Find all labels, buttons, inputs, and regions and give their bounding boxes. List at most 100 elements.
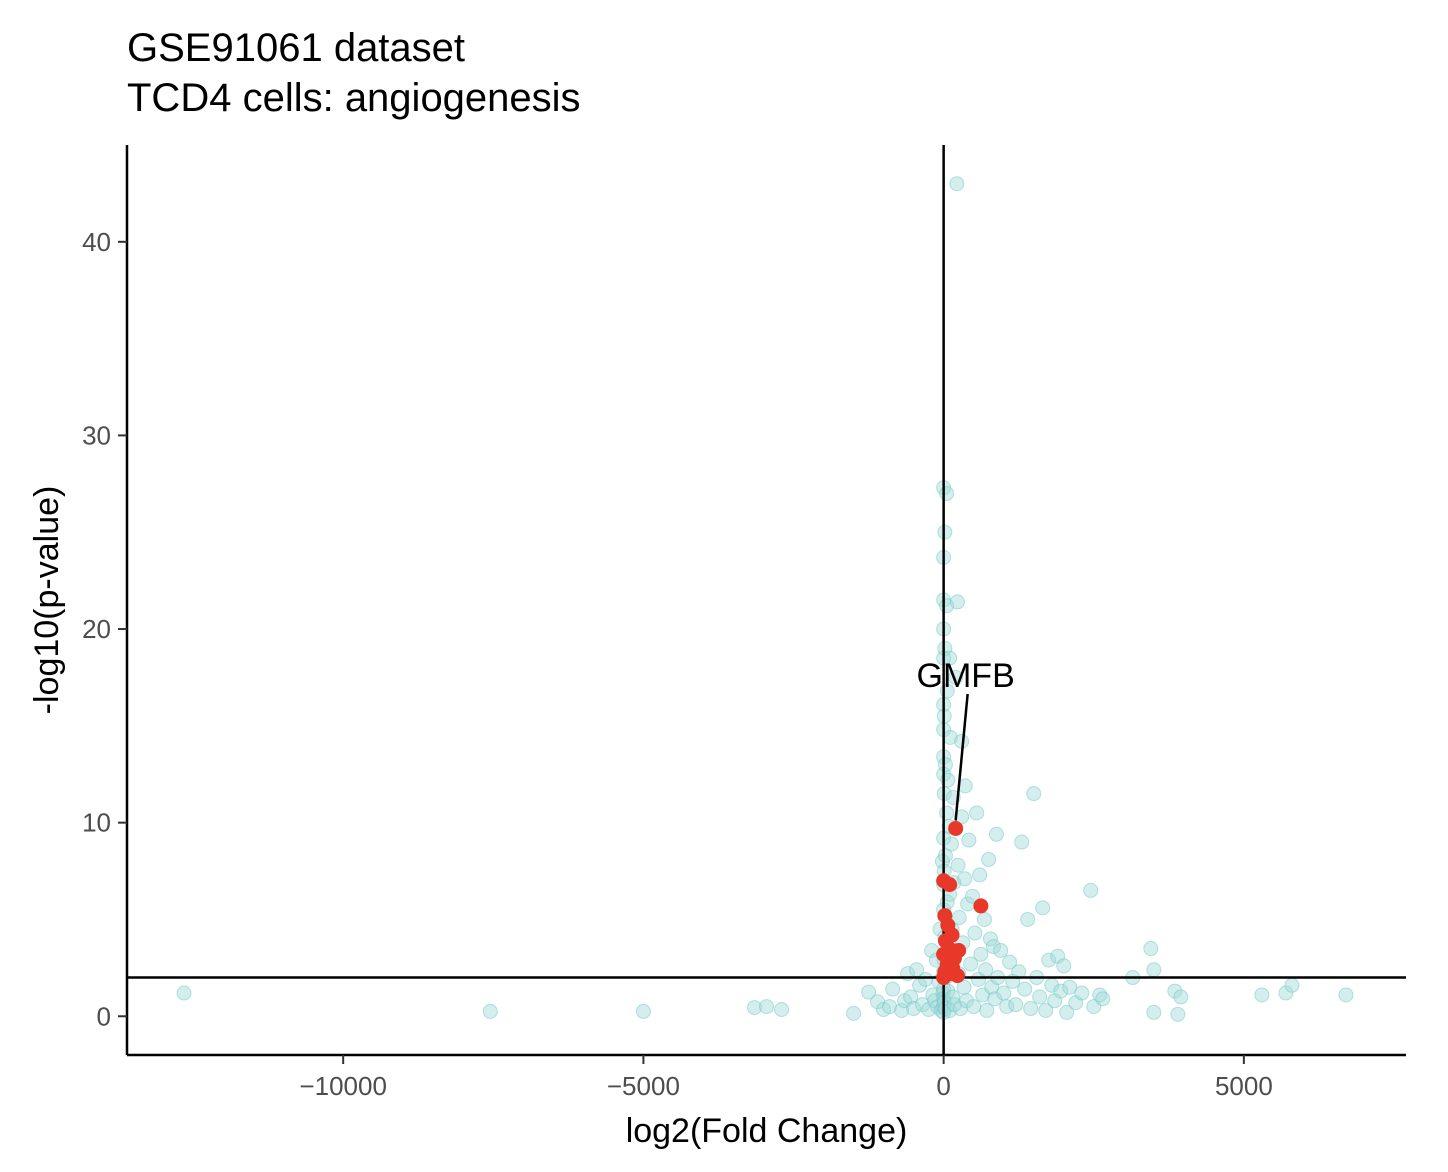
data-point: [885, 981, 901, 997]
data-point: [635, 1003, 651, 1019]
data-point: [1062, 979, 1078, 995]
highlight-point: [948, 820, 964, 836]
data-point: [921, 1002, 937, 1017]
data-point: [915, 997, 931, 1013]
data-point: [861, 984, 877, 1000]
data-point: [1170, 1006, 1186, 1022]
data-point: [954, 809, 970, 825]
data-point: [1143, 941, 1159, 957]
data-point: [1053, 983, 1069, 999]
y-tick-label: 30: [82, 420, 111, 450]
x-tick-label: 0: [936, 1071, 950, 1101]
data-point: [1020, 911, 1036, 927]
data-point: [176, 985, 192, 1001]
data-point: [972, 867, 988, 883]
data-point: [1059, 1004, 1075, 1020]
data-point: [1254, 987, 1270, 1003]
data-point: [846, 1005, 862, 1021]
data-point: [1023, 1001, 1039, 1017]
data-point: [949, 176, 965, 192]
annotation-group: GMFB: [917, 657, 1015, 821]
data-point: [1017, 981, 1033, 997]
data-point: [1173, 989, 1189, 1005]
data-point: [1038, 1002, 1054, 1018]
data-point: [964, 888, 980, 904]
data-point: [937, 848, 953, 864]
y-tick-label: 20: [82, 614, 111, 644]
data-point: [1284, 977, 1300, 993]
data-point: [1035, 900, 1051, 916]
data-point: [948, 669, 964, 685]
data-point: [982, 931, 998, 947]
data-point: [979, 1002, 995, 1018]
data-point: [759, 999, 774, 1015]
data-point: [1278, 985, 1294, 1001]
data-point: [1041, 952, 1057, 968]
data-point: [1146, 1004, 1162, 1020]
data-point: [987, 991, 1003, 1007]
highlight-point: [936, 970, 952, 986]
data-point: [943, 836, 959, 852]
data-point: [951, 910, 967, 926]
data-point: [1008, 997, 1024, 1013]
highlight-point: [942, 877, 958, 893]
data-point: [952, 1001, 968, 1017]
data-point: [969, 805, 985, 821]
chart-subtitle: TCD4 cells: angiogenesis: [127, 76, 581, 120]
data-point: [963, 956, 979, 972]
x-tick-label: −10000: [299, 1071, 386, 1101]
data-point: [939, 805, 955, 821]
data-point: [939, 486, 955, 502]
data-point: [918, 971, 934, 987]
highlight-points-group: [936, 820, 989, 986]
x-axis-label: log2(Fold Change): [626, 1112, 908, 1150]
data-point: [906, 1001, 922, 1017]
data-point: [1167, 983, 1183, 999]
data-point: [976, 911, 992, 927]
data-point: [973, 946, 989, 962]
chart-title: GSE91061 dataset: [127, 26, 466, 70]
background-points-group: [176, 176, 1354, 1022]
data-point: [966, 999, 982, 1015]
data-point: [961, 832, 977, 848]
data-point: [1026, 786, 1042, 802]
data-point: [746, 1000, 762, 1016]
annotation-label: GMFB: [917, 657, 1015, 695]
data-point: [882, 999, 898, 1015]
highlight-point: [949, 968, 965, 984]
data-point: [981, 851, 997, 867]
data-point: [1095, 991, 1111, 1007]
annotation-leader-line: [954, 693, 969, 821]
axes-group: −10000 −5000 0 5000 0 10 20 30 40 log2(Fold Chang…: [28, 145, 1406, 1150]
data-point: [1002, 954, 1018, 970]
data-point: [967, 925, 983, 941]
y-tick-label: 0: [97, 1001, 111, 1031]
y-tick-label: 10: [82, 808, 111, 838]
data-point: [1074, 985, 1090, 1001]
data-point: [985, 939, 1001, 955]
data-point: [937, 757, 953, 773]
data-point: [993, 942, 1009, 958]
data-point: [1083, 882, 1099, 898]
data-point: [996, 985, 1012, 1001]
data-point: [1338, 987, 1354, 1003]
x-tick-label: −5000: [607, 1071, 680, 1101]
highlight-point: [973, 898, 989, 914]
y-tick-label: 40: [82, 227, 111, 257]
data-point: [903, 989, 919, 1005]
data-point: [950, 857, 966, 873]
data-point: [999, 999, 1015, 1015]
x-tick-label: 5000: [1215, 1071, 1273, 1101]
data-point: [482, 1003, 498, 1019]
data-point: [988, 826, 1004, 842]
y-axis-label: -log10(p-value): [28, 486, 66, 715]
data-point: [774, 1002, 790, 1017]
data-point: [949, 594, 965, 610]
data-point: [1056, 958, 1072, 974]
data-point: [1014, 834, 1030, 850]
data-point: [957, 871, 973, 887]
reference-lines-group: [127, 145, 1406, 1055]
data-point: [1032, 989, 1048, 1005]
